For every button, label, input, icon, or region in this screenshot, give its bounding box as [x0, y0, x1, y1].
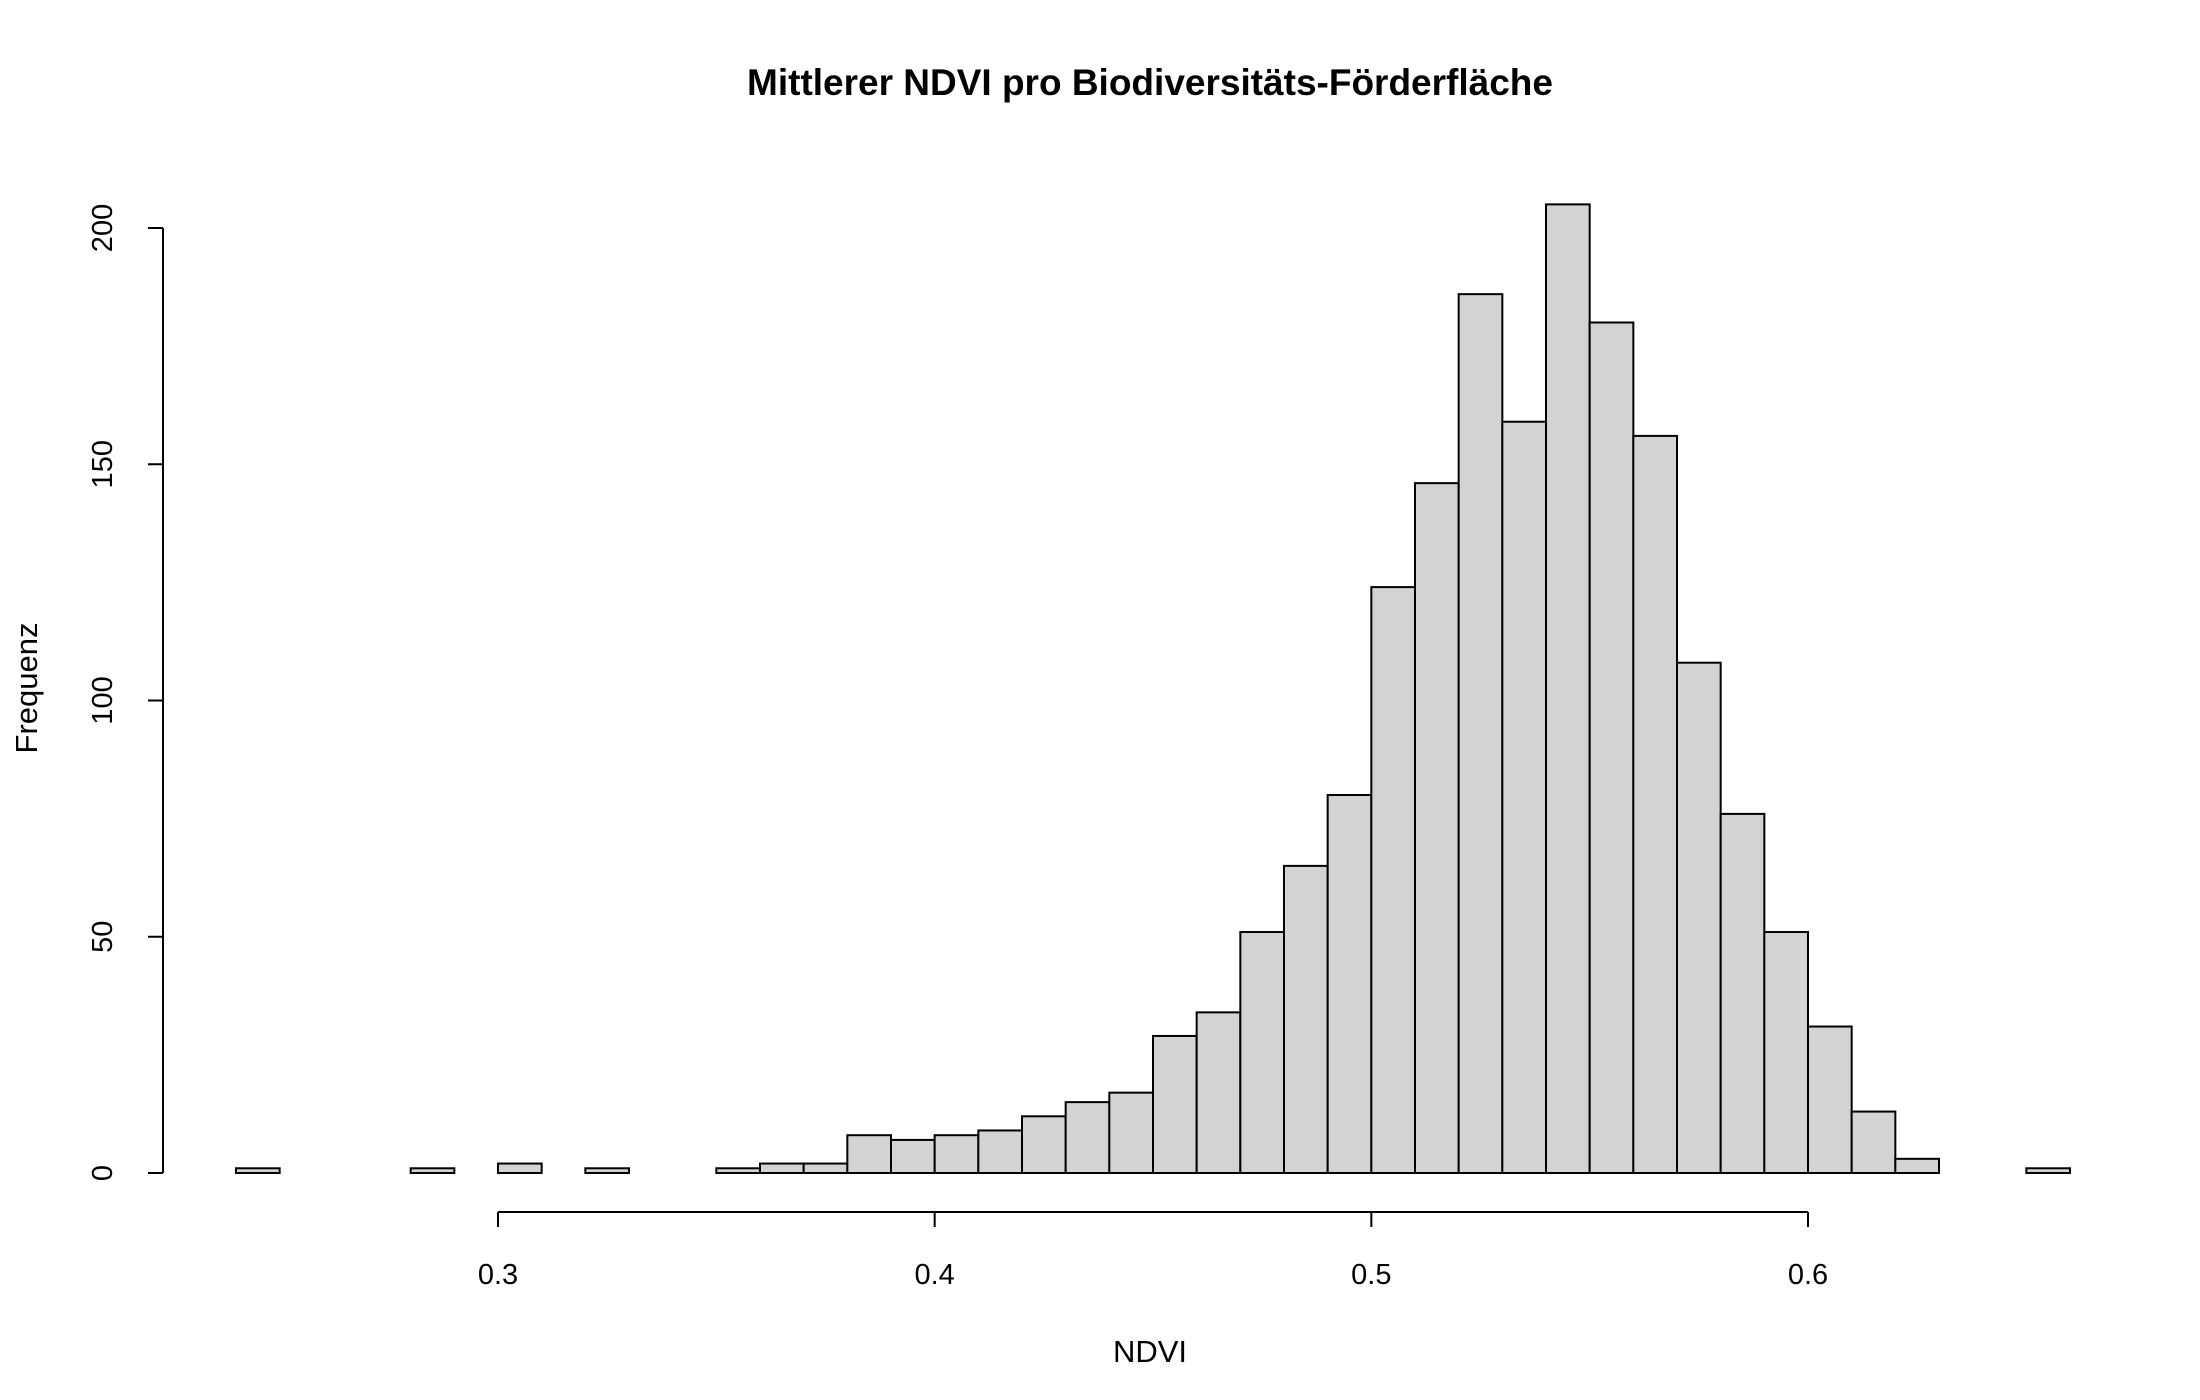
- histogram-bar: [497, 1162, 543, 1175]
- histogram-bar: [1632, 434, 1678, 1174]
- x-axis-label: NDVI: [1113, 1334, 1187, 1369]
- y-axis-label: Frequenz: [9, 623, 44, 754]
- y-tick-label: 0: [87, 1165, 119, 1181]
- histogram-bar: [584, 1167, 631, 1175]
- y-axis: 0 50 100 150 200: [87, 204, 164, 1181]
- histogram-bar: [1763, 931, 1809, 1175]
- y-tick-label: 150: [87, 440, 119, 488]
- histogram-bar: [1064, 1101, 1111, 1175]
- histogram-bars: [235, 203, 2071, 1175]
- chart-title: Mittlerer NDVI pro Biodiversitäts-Förder…: [747, 62, 1553, 103]
- histogram-bar: [1370, 586, 1416, 1174]
- histogram-bar: [1545, 203, 1591, 1175]
- y-tick-label: 100: [87, 676, 119, 724]
- histogram-bar: [1239, 931, 1285, 1175]
- histogram-bar: [846, 1134, 893, 1174]
- histogram-bar: [1501, 420, 1547, 1175]
- histogram-bar: [1414, 482, 1460, 1174]
- histogram-bar: [1195, 1011, 1242, 1174]
- histogram-bar: [890, 1138, 936, 1175]
- histogram-bar: [1850, 1110, 1897, 1174]
- histogram-bar: [1807, 1025, 1853, 1175]
- x-tick-label: 0.5: [1351, 1259, 1391, 1291]
- x-axis: 0.3 0.4 0.5 0.6: [478, 1211, 1828, 1291]
- x-tick-label: 0.4: [915, 1259, 955, 1291]
- histogram-bar: [1326, 794, 1373, 1174]
- histogram-bar: [933, 1134, 980, 1174]
- histogram-bar: [1719, 812, 1766, 1175]
- histogram-bar: [2025, 1167, 2071, 1175]
- histogram-bar: [1457, 293, 1504, 1174]
- histogram-bar: [1894, 1157, 1940, 1174]
- x-tick-label: 0.6: [1788, 1259, 1828, 1291]
- histogram-bar: [759, 1162, 805, 1175]
- histogram-bar: [235, 1167, 281, 1175]
- x-tick-label: 0.3: [478, 1259, 518, 1291]
- y-tick-label: 200: [87, 204, 119, 252]
- histogram-bar: [1152, 1034, 1198, 1174]
- histogram-bar: [1108, 1091, 1154, 1175]
- histogram-bar: [802, 1162, 849, 1175]
- histogram-bar: [409, 1167, 456, 1175]
- histogram-bar: [1283, 864, 1329, 1175]
- histogram-bar: [1588, 321, 1635, 1174]
- y-tick-label: 50: [87, 921, 119, 953]
- histogram-bar: [715, 1167, 762, 1175]
- histogram-bar: [1676, 661, 1722, 1174]
- histogram-bar: [1021, 1115, 1067, 1175]
- histogram-bar: [977, 1129, 1024, 1174]
